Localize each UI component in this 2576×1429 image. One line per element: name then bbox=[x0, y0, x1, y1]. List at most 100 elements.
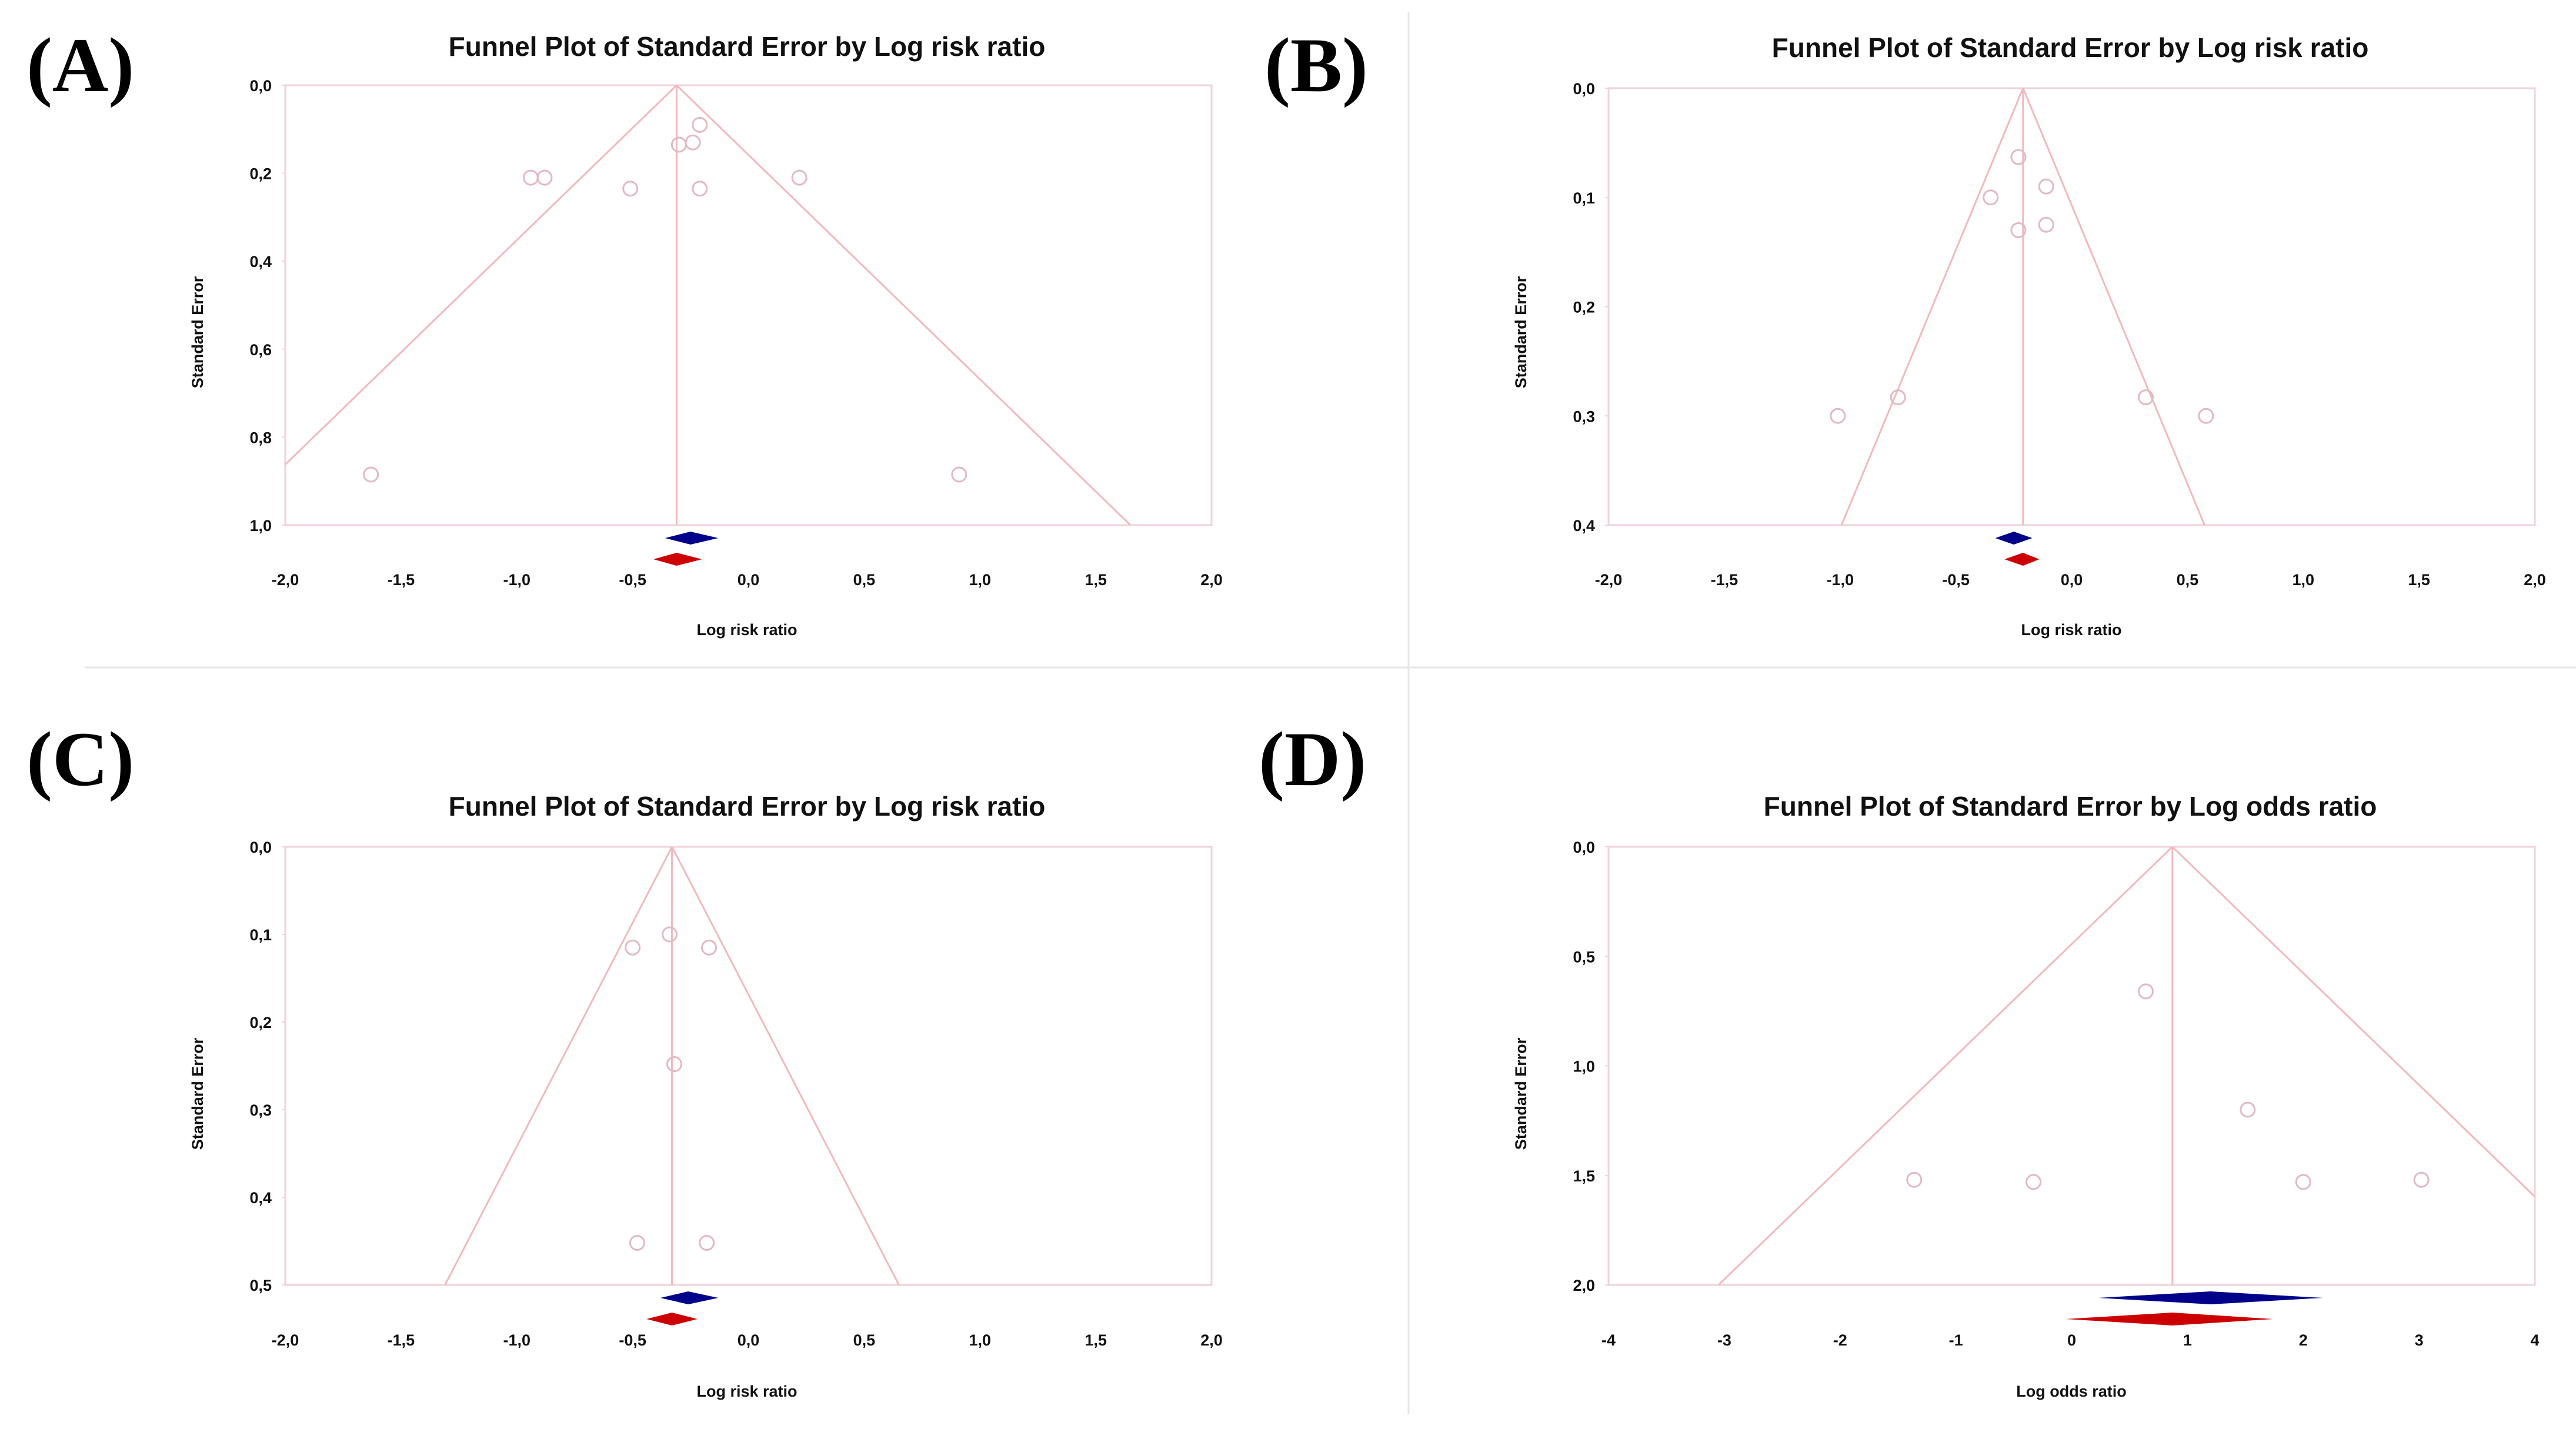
blue-summary-diamond bbox=[1995, 532, 2033, 545]
y-axis-label: Standard Error bbox=[189, 276, 206, 388]
x-tick-label: -2,0 bbox=[1595, 571, 1623, 589]
plot-area: 0,0 0,5 1,0 1,5 2,0 -4 -3 -2 -1 0 1 2 3 4 bbox=[1573, 839, 2539, 1349]
y-tick-label: 1,5 bbox=[1573, 1167, 1595, 1185]
study-point bbox=[1890, 389, 1906, 406]
x-tick-label: 1,0 bbox=[969, 571, 991, 589]
x-tick-label: 2,0 bbox=[1200, 1331, 1223, 1349]
study-point bbox=[692, 116, 708, 133]
y-tick-label: 0,0 bbox=[249, 77, 272, 95]
plot-border bbox=[284, 846, 1213, 1286]
x-tick-label: 0,0 bbox=[2061, 571, 2083, 589]
y-tick-label: 0,3 bbox=[249, 1101, 272, 1119]
study-point bbox=[522, 169, 539, 186]
x-tick-label: 0,5 bbox=[853, 571, 876, 589]
panel-label-b: (B) bbox=[1264, 22, 1368, 108]
panel-b: (B) Funnel Plot of Standard Error by Log… bbox=[1264, 22, 2546, 639]
y-tick-label: 0,5 bbox=[249, 1277, 272, 1294]
y-tick-label: 0,4 bbox=[249, 253, 272, 271]
study-point bbox=[2010, 222, 2027, 238]
study-point bbox=[2026, 1174, 2042, 1190]
x-tick-label: -0,5 bbox=[619, 1331, 646, 1349]
y-tick-label: 0,3 bbox=[1573, 408, 1595, 425]
study-point bbox=[2413, 1171, 2430, 1188]
y-tick-label: 0,2 bbox=[249, 1014, 272, 1031]
plot-area: 0,0 0,2 0,4 0,6 0,8 1,0 -2,0 -1,5 -1,0 -0,5 0,0 0,5… bbox=[249, 77, 1223, 589]
x-tick-label: 0,0 bbox=[738, 1331, 760, 1349]
x-tick-label: 0,0 bbox=[738, 571, 760, 589]
red-summary-diamond bbox=[2004, 553, 2040, 566]
y-axis-label: Standard Error bbox=[1512, 276, 1530, 388]
x-tick-label: 1,0 bbox=[969, 1331, 991, 1349]
chart-title: Funnel Plot of Standard Error by Log ris… bbox=[449, 791, 1046, 822]
y-tick-label: 0,0 bbox=[1573, 839, 1595, 856]
study-point bbox=[951, 466, 967, 483]
x-tick-label: 3 bbox=[2415, 1331, 2424, 1349]
y-tick-label: 1,0 bbox=[249, 517, 272, 535]
study-point bbox=[666, 1056, 682, 1073]
funnel-left-line bbox=[444, 847, 673, 1285]
study-point bbox=[2138, 983, 2154, 1000]
y-tick-label: 0,6 bbox=[249, 341, 272, 359]
y-tick-label: 2,0 bbox=[1573, 1277, 1595, 1294]
chart-title: Funnel Plot of Standard Error by Log ris… bbox=[449, 31, 1046, 62]
x-axis-label: Log risk ratio bbox=[2021, 621, 2121, 639]
funnel-lines bbox=[1717, 847, 2535, 1285]
y-tick-label: 0,0 bbox=[249, 839, 272, 856]
x-tick-label: 2,0 bbox=[1200, 571, 1223, 589]
x-tick-label: 0,5 bbox=[853, 1331, 876, 1349]
x-axis-label: Log risk ratio bbox=[696, 621, 797, 639]
study-point bbox=[699, 1234, 715, 1251]
study-point bbox=[701, 939, 718, 956]
x-tick-label: 1 bbox=[2183, 1331, 2192, 1349]
study-point bbox=[1906, 1171, 1923, 1188]
x-tick-label: 1,0 bbox=[2292, 571, 2314, 589]
plot-border bbox=[1607, 846, 2536, 1286]
study-point bbox=[2198, 408, 2214, 424]
x-axis-label: Log odds ratio bbox=[2016, 1383, 2126, 1400]
study-point bbox=[670, 136, 687, 153]
study-point bbox=[625, 939, 641, 956]
x-tick-label: 0,5 bbox=[2177, 571, 2199, 589]
blue-summary-diamond bbox=[2098, 1291, 2323, 1304]
y-tick-label: 0,8 bbox=[249, 429, 272, 446]
study-point bbox=[2038, 216, 2054, 233]
funnel-left-line bbox=[285, 85, 678, 466]
study-point bbox=[685, 134, 701, 151]
study-point bbox=[1983, 189, 1999, 206]
y-tick-label: 0,2 bbox=[1573, 299, 1595, 316]
chart-title: Funnel Plot of Standard Error by Log ris… bbox=[1772, 32, 2369, 63]
plot-area: 0,0 0,1 0,2 0,3 0,4 -2,0 -1,5 -1,0 -0,5 0,0 0,5 1,0… bbox=[1573, 80, 2545, 589]
plot-border bbox=[284, 84, 1213, 526]
red-summary-diamond bbox=[2066, 1313, 2274, 1326]
red-summary-diamond bbox=[646, 1313, 698, 1326]
funnel-right-line bbox=[676, 85, 1132, 525]
x-tick-label: -1 bbox=[1949, 1331, 1963, 1349]
x-tick-label: -1,5 bbox=[388, 571, 415, 589]
funnel-left-line bbox=[1840, 88, 2024, 525]
x-tick-label: 2,0 bbox=[2524, 571, 2546, 589]
x-tick-label: 1,5 bbox=[1085, 1331, 1107, 1349]
x-tick-label: -2,0 bbox=[272, 571, 299, 589]
y-tick-label: 0,4 bbox=[249, 1189, 272, 1207]
x-tick-label: -0,5 bbox=[619, 571, 646, 589]
y-axis-label: Standard Error bbox=[1512, 1037, 1530, 1150]
x-axis-label: Log risk ratio bbox=[696, 1383, 797, 1400]
x-tick-label: 1,5 bbox=[2408, 571, 2430, 589]
x-tick-label: -3 bbox=[1717, 1331, 1731, 1349]
study-point bbox=[2240, 1101, 2256, 1118]
study-point bbox=[1830, 408, 1846, 424]
study-point bbox=[2010, 149, 2027, 165]
x-tick-label: 1,5 bbox=[1085, 571, 1107, 589]
funnel-right-line bbox=[2171, 847, 2535, 1198]
study-point bbox=[629, 1234, 645, 1251]
x-tick-label: -1,5 bbox=[1711, 571, 1739, 589]
x-tick-label: -4 bbox=[1601, 1331, 1616, 1349]
x-tick-label: 0 bbox=[2067, 1331, 2076, 1349]
funnel-lines bbox=[444, 847, 900, 1285]
funnel-lines bbox=[1840, 88, 2205, 525]
study-point bbox=[2138, 389, 2154, 406]
x-tick-label: -1,0 bbox=[503, 1331, 530, 1349]
panel-label-d: (D) bbox=[1259, 716, 1366, 802]
funnel-lines bbox=[285, 85, 1132, 525]
